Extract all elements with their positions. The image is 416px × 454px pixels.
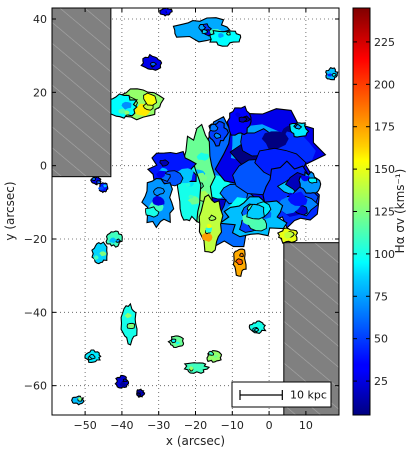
emission-subregion bbox=[284, 231, 293, 239]
x-tick-label: −20 bbox=[184, 419, 207, 432]
emission-subregion bbox=[287, 191, 308, 206]
emission-region bbox=[209, 29, 242, 47]
x-tick-label: 10 bbox=[299, 419, 313, 432]
colorbar-label: Hα σv (kms⁻¹) bbox=[393, 169, 407, 254]
emission-subregion bbox=[234, 258, 244, 266]
emission-subregion bbox=[159, 159, 170, 167]
colorbar-tick-label: 125 bbox=[374, 206, 395, 219]
scale-bar: 10 kpc bbox=[231, 381, 332, 408]
emission-subregion bbox=[124, 312, 132, 319]
emission-subregion bbox=[209, 123, 219, 132]
emission-subregion bbox=[294, 124, 303, 130]
emission-subregion bbox=[124, 110, 130, 115]
emission-subregion bbox=[226, 31, 231, 36]
emission-subregion bbox=[88, 353, 96, 360]
emission-subregion bbox=[331, 72, 337, 77]
emission-subregion bbox=[109, 237, 118, 244]
emission-subregion bbox=[156, 170, 167, 179]
emission-subregion bbox=[143, 92, 158, 106]
y-tick-label: −40 bbox=[24, 306, 47, 319]
masked-region bbox=[52, 8, 112, 178]
emission-subregion bbox=[166, 9, 171, 13]
x-axis: −50 −40 −30 −20 −10 0 10 bbox=[74, 8, 313, 432]
x-axis-label: x (arcsec) bbox=[166, 434, 225, 448]
emission-subregion bbox=[253, 328, 260, 332]
emission-subregion bbox=[327, 73, 332, 77]
emission-subregion bbox=[238, 116, 248, 123]
y-tick-label: 0 bbox=[40, 160, 47, 173]
emission-region bbox=[325, 67, 339, 81]
emission-subregion bbox=[170, 338, 177, 344]
colorbar-tick-label: 175 bbox=[374, 121, 395, 134]
emission-subregion bbox=[77, 397, 82, 401]
colorbar-ticks: 25 50 75 100 125 150 175 200 225 bbox=[353, 36, 395, 388]
x-tick-label: −40 bbox=[110, 419, 133, 432]
emission-subregion bbox=[206, 224, 212, 229]
emission-subregion bbox=[136, 392, 142, 397]
emission-subregion bbox=[122, 378, 128, 383]
emission-subregion bbox=[239, 252, 245, 258]
x-tick-label: 0 bbox=[266, 419, 273, 432]
y-axis-label: y (arcsec) bbox=[3, 181, 17, 240]
emission-subregion bbox=[153, 187, 166, 197]
emission-subregion bbox=[185, 182, 191, 187]
x-tick-label: −10 bbox=[221, 419, 244, 432]
y-axis: −60 −40 −20 0 20 40 bbox=[24, 13, 339, 393]
emission-subregion bbox=[208, 350, 215, 356]
emission-subregion bbox=[246, 203, 265, 220]
colorbar-tick-label: 225 bbox=[374, 36, 395, 49]
emission-subregion bbox=[93, 255, 99, 261]
emission-subregion bbox=[307, 177, 318, 184]
emission-subregion bbox=[149, 61, 158, 67]
x-tick-label: −50 bbox=[74, 419, 97, 432]
y-tick-label: −20 bbox=[24, 233, 47, 246]
emission-subregion bbox=[119, 381, 126, 387]
emission-subregion bbox=[126, 322, 136, 330]
emission-subregion bbox=[201, 29, 209, 35]
colorbar-tick-label: 25 bbox=[374, 375, 388, 388]
emission-subregion bbox=[152, 198, 162, 206]
emission-subregion bbox=[145, 206, 160, 218]
colorbar-tick-label: 200 bbox=[374, 78, 395, 91]
emission-subregion bbox=[261, 131, 289, 151]
emission-subregion bbox=[208, 214, 217, 221]
colorbar-tick-label: 75 bbox=[374, 290, 388, 303]
emission-subregion bbox=[196, 152, 210, 161]
colorbar-tick-label: 100 bbox=[374, 248, 395, 261]
emission-subregion bbox=[202, 233, 213, 242]
emission-subregion bbox=[188, 194, 194, 199]
emission-subregion bbox=[175, 341, 180, 345]
emission-subregion bbox=[118, 108, 126, 114]
emission-subregion bbox=[99, 251, 107, 257]
colorbar-tick-label: 150 bbox=[374, 163, 395, 176]
emission-subregion bbox=[91, 177, 96, 181]
y-tick-label: −60 bbox=[24, 380, 47, 393]
emission-subregion bbox=[121, 101, 132, 110]
emission-subregion bbox=[213, 355, 218, 358]
emission-subregion bbox=[235, 112, 241, 118]
y-tick-label: 20 bbox=[33, 86, 47, 99]
emission-subregion bbox=[213, 132, 222, 139]
emission-map bbox=[70, 8, 339, 406]
y-tick-label: 40 bbox=[33, 13, 47, 26]
emission-subregion bbox=[96, 180, 102, 185]
x-tick-label: −30 bbox=[147, 419, 170, 432]
emission-subregion bbox=[218, 33, 224, 38]
emission-subregion bbox=[301, 175, 310, 182]
emission-subregion bbox=[189, 366, 194, 370]
colorbar-tick-label: 50 bbox=[374, 333, 388, 346]
scale-bar-label: 10 kpc bbox=[290, 389, 327, 402]
emission-subregion bbox=[205, 226, 213, 233]
emission-subregion bbox=[98, 186, 104, 190]
emission-subregion bbox=[103, 184, 107, 188]
